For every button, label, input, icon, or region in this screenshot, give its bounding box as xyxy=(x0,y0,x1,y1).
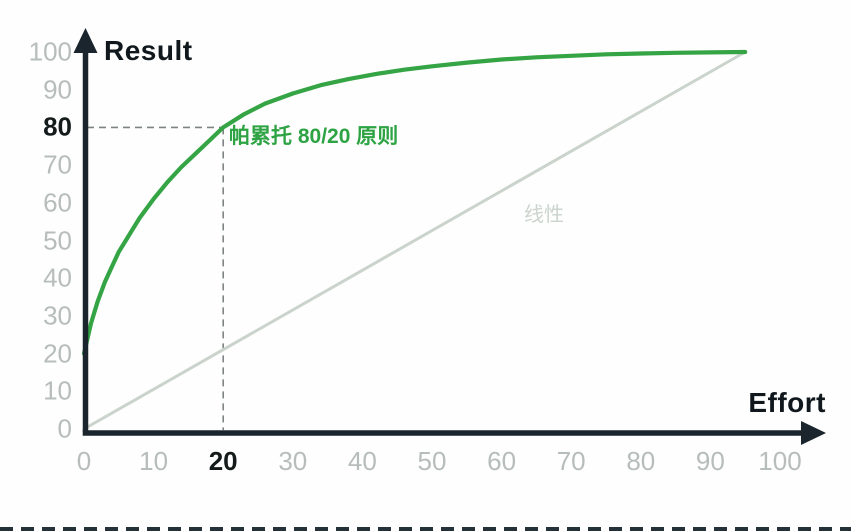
x-axis-arrow-icon xyxy=(801,421,826,445)
x-tick-label-0: 0 xyxy=(76,446,92,476)
y-tick-label-10: 10 xyxy=(43,375,72,406)
x-tick-label-30: 30 xyxy=(278,446,308,476)
x-axis-title: Effort xyxy=(748,387,826,418)
y-tick-label-100: 100 xyxy=(28,36,72,67)
pareto-curve-label: 帕累托 80/20 原则 xyxy=(229,125,399,148)
y-axis-arrow-icon xyxy=(73,28,98,53)
y-tick-label-90: 90 xyxy=(43,74,72,105)
x-tick-label-50: 50 xyxy=(417,446,447,476)
y-tick-label-60: 60 xyxy=(43,187,72,218)
linear-line xyxy=(82,50,747,431)
x-tick-label-60: 60 xyxy=(487,446,517,476)
y-tick-label-30: 30 xyxy=(43,300,72,331)
y-tick-label-40: 40 xyxy=(43,262,72,293)
y-tick-label-0: 0 xyxy=(57,413,72,444)
x-tick-label-80: 80 xyxy=(626,446,656,476)
pareto-curve xyxy=(81,49,748,356)
y-tick-label-80: 80 xyxy=(43,111,72,142)
x-tick-label-70: 70 xyxy=(556,446,586,476)
linear-line-label: 线性 xyxy=(524,204,564,226)
x-tick-label-10: 10 xyxy=(139,446,169,476)
y-tick-label-20: 20 xyxy=(43,338,72,369)
y-tick-label-70: 70 xyxy=(43,149,72,180)
x-tick-label-40: 40 xyxy=(347,446,377,476)
y-tick-label-50: 50 xyxy=(43,225,72,255)
x-tick-label-90: 90 xyxy=(695,446,725,476)
x-tick-label-100: 100 xyxy=(758,446,802,476)
y-axis-title: Result xyxy=(104,35,193,66)
x-tick-label-20: 20 xyxy=(208,446,238,476)
